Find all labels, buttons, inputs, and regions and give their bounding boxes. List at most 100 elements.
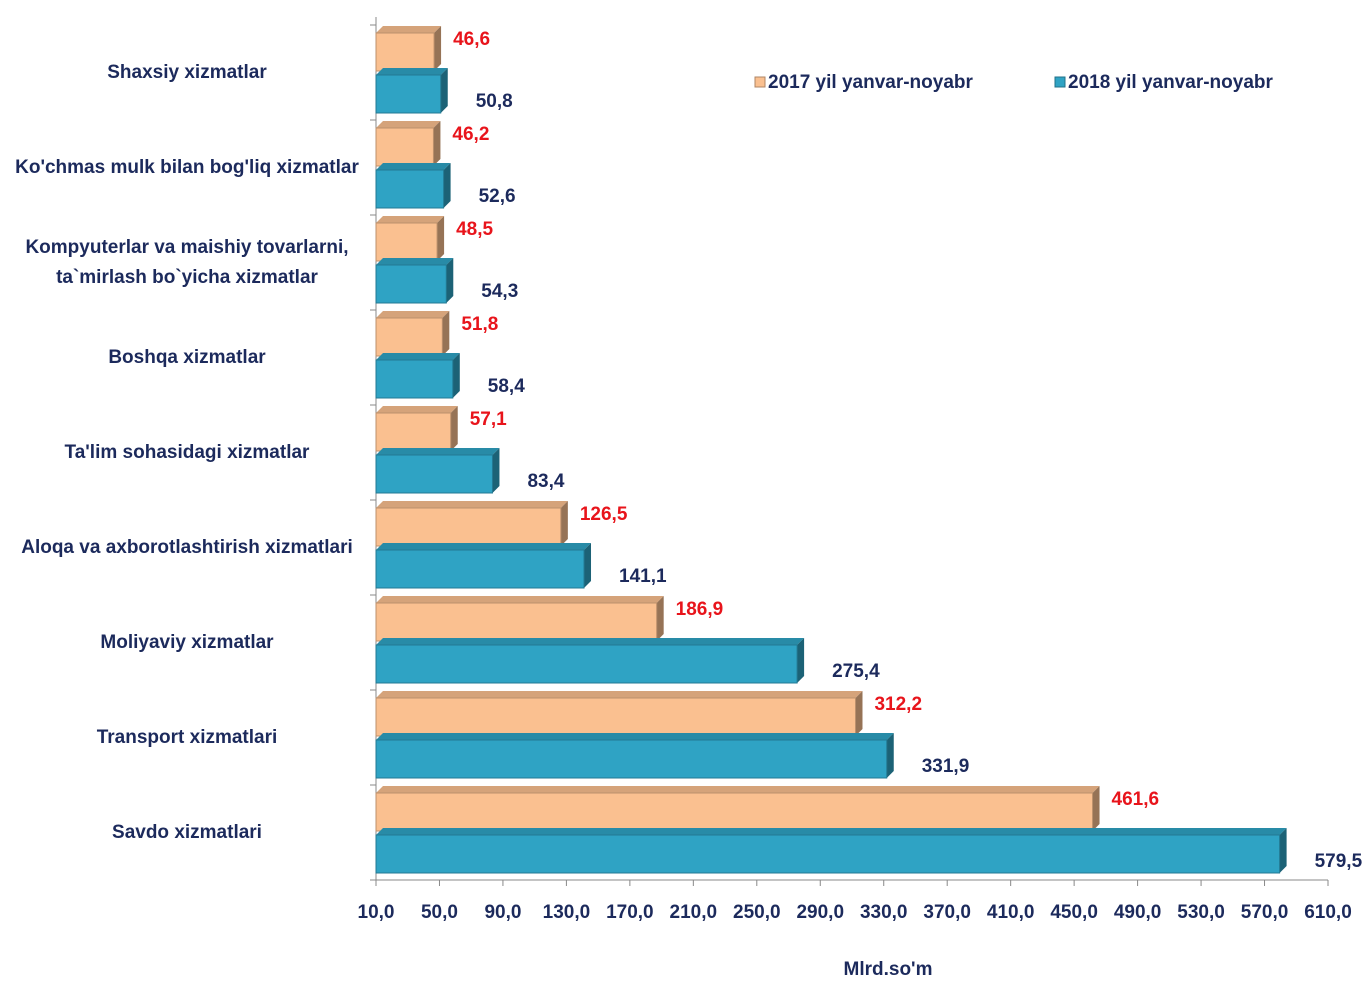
bar-top xyxy=(376,311,450,318)
bar-top xyxy=(376,638,805,645)
bar xyxy=(375,602,658,642)
bar-top xyxy=(376,543,592,550)
x-tick-label: 330,0 xyxy=(860,902,908,923)
x-tick-label: 370,0 xyxy=(923,902,971,923)
x-tick-label: 530,0 xyxy=(1177,902,1225,923)
data-label: 58,4 xyxy=(488,376,525,397)
data-label: 461,6 xyxy=(1112,789,1160,810)
bar-side xyxy=(440,68,448,113)
bar xyxy=(375,32,435,72)
x-tick-label: 210,0 xyxy=(670,902,718,923)
bar-side xyxy=(1092,786,1100,831)
legend-swatch xyxy=(754,76,766,88)
bar-side xyxy=(452,353,460,398)
bar-top xyxy=(376,406,458,413)
data-label: 54,3 xyxy=(481,281,518,302)
data-label: 83,4 xyxy=(527,471,564,492)
legend-label: 2018 yil yanvar-noyabr xyxy=(1068,72,1273,93)
bar-top xyxy=(376,501,568,508)
bar xyxy=(375,264,447,304)
bar xyxy=(375,412,452,452)
x-tick-label: 450,0 xyxy=(1050,902,1098,923)
legend-swatch xyxy=(1054,76,1066,88)
bar-side xyxy=(797,638,805,683)
bar xyxy=(375,697,856,737)
bar-side xyxy=(584,543,592,588)
bar xyxy=(375,169,445,209)
bar-top xyxy=(376,216,445,223)
x-tick-label: 610,0 xyxy=(1304,902,1352,923)
bar xyxy=(375,127,434,167)
bar xyxy=(375,454,493,494)
bar-side xyxy=(855,691,863,736)
bar xyxy=(375,739,888,779)
bar-side xyxy=(434,26,442,71)
data-label: 48,5 xyxy=(456,219,493,240)
data-label: 126,5 xyxy=(580,504,628,525)
bar xyxy=(375,549,585,589)
data-label: 312,2 xyxy=(874,694,922,715)
bar-top xyxy=(376,68,448,75)
y-tick-label: Ta'lim sohasidagi xizmatlar xyxy=(64,441,310,463)
data-label: 50,8 xyxy=(476,91,513,112)
bar-side xyxy=(656,596,664,641)
x-tick-label: 130,0 xyxy=(543,902,591,923)
x-axis-title: Mlrd.so'm xyxy=(844,959,933,980)
y-tick-label: Aloqa va axborotlashtirish xizmatlari xyxy=(21,536,353,558)
bar-top xyxy=(376,448,500,455)
bar-side xyxy=(1279,828,1287,873)
y-tick-label: Savdo xizmatlari xyxy=(112,821,262,843)
data-label: 331,9 xyxy=(922,756,970,777)
bar xyxy=(375,74,442,114)
bar-top xyxy=(376,691,863,698)
bar xyxy=(375,317,443,357)
data-label: 141,1 xyxy=(619,566,667,587)
bar-top xyxy=(376,733,894,740)
bar xyxy=(375,359,454,399)
data-label: 52,6 xyxy=(479,186,516,207)
bar xyxy=(375,644,798,684)
bar-side xyxy=(450,406,458,451)
x-tick-label: 10,0 xyxy=(358,902,395,923)
bar-side xyxy=(560,501,568,546)
y-tick-label: Moliyaviy xizmatlar xyxy=(100,631,274,653)
bar-top xyxy=(376,163,451,170)
bar-side xyxy=(446,258,454,303)
bar xyxy=(375,222,438,262)
bar xyxy=(375,792,1094,832)
bar-side xyxy=(433,121,441,166)
y-tick-label: Shaxsiy xizmatlar xyxy=(107,61,267,83)
legend-label: 2017 yil yanvar-noyabr xyxy=(768,72,973,93)
bar-side xyxy=(886,733,894,778)
data-label: 186,9 xyxy=(676,599,724,620)
bar-top xyxy=(376,353,460,360)
data-label: 46,6 xyxy=(453,29,490,50)
bar-side xyxy=(442,311,450,356)
bar-side xyxy=(492,448,500,493)
y-tick-label: Ko'chmas mulk bilan bog'liq xizmatlar xyxy=(15,156,359,178)
y-tick-label: Kompyuterlar va maishiy tovarlarni, ta`m… xyxy=(25,236,349,288)
x-tick-label: 490,0 xyxy=(1114,902,1162,923)
x-tick-label: 290,0 xyxy=(796,902,844,923)
x-tick-label: 90,0 xyxy=(484,902,521,923)
data-label: 579,5 xyxy=(1315,851,1363,872)
bar-side xyxy=(443,163,451,208)
x-tick-label: 410,0 xyxy=(987,902,1035,923)
x-tick-label: 50,0 xyxy=(421,902,458,923)
bar-top xyxy=(376,786,1100,793)
x-tick-label: 170,0 xyxy=(606,902,654,923)
data-label: 57,1 xyxy=(470,409,507,430)
y-tick-label: Transport xizmatlari xyxy=(96,726,278,748)
bar-top xyxy=(376,258,454,265)
x-tick-label: 250,0 xyxy=(733,902,781,923)
x-tick-label: 570,0 xyxy=(1241,902,1289,923)
data-label: 46,2 xyxy=(452,124,489,145)
bar xyxy=(375,507,562,547)
bar-top xyxy=(376,596,664,603)
bar-top xyxy=(376,121,441,128)
bar-top xyxy=(376,828,1287,835)
bar-side xyxy=(437,216,445,261)
bar xyxy=(375,834,1281,874)
